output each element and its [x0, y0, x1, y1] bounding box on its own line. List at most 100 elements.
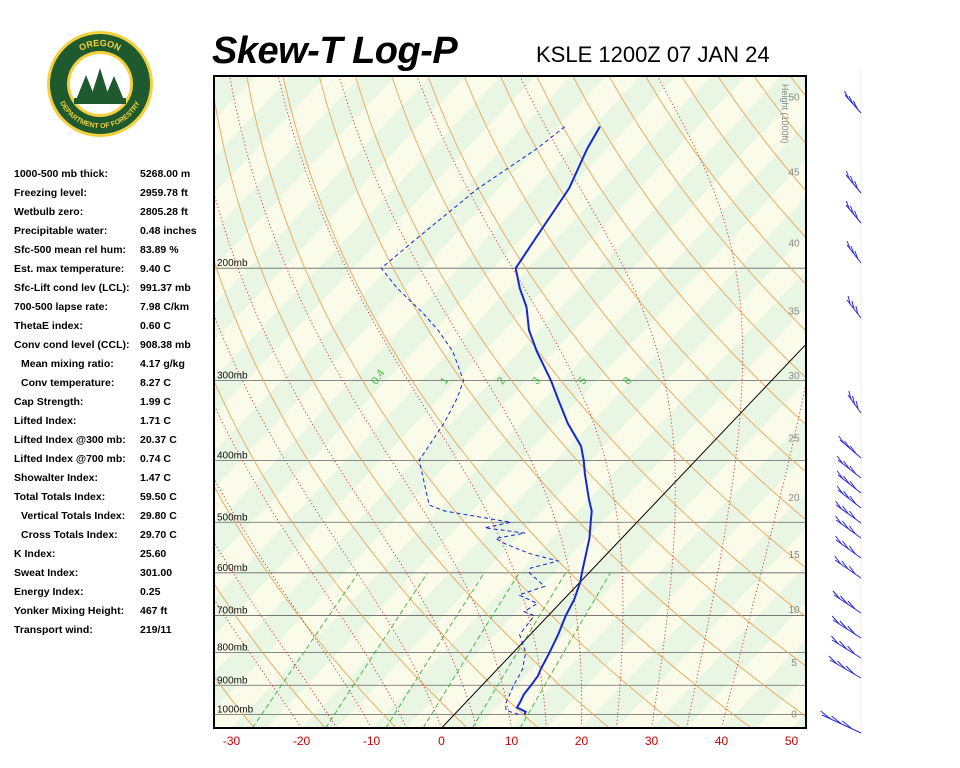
stat-label: Mean mixing ratio: — [21, 358, 114, 370]
stat-label: Lifted Index @300 mb: — [14, 434, 126, 446]
height-tick-label: 50 — [788, 93, 800, 104]
stat-row: Precipitable water: 0.48 inches — [14, 225, 214, 244]
wind-barb-flag — [849, 545, 856, 555]
stat-label: Cross Totals Index: — [21, 529, 118, 541]
stat-label: Total Totals Index: — [14, 491, 106, 503]
temperature-tick-label: 10 — [505, 734, 519, 748]
height-tick-label: 35 — [788, 306, 800, 317]
stat-label: K Index: — [14, 548, 56, 560]
stat-row: Conv temperature: 8.27 C — [14, 377, 214, 396]
dry-adiabat — [391, 76, 806, 618]
pressure-label: 400mb — [217, 450, 248, 461]
mixing-ratio-label: 3 — [530, 375, 543, 387]
dry-adiabat — [463, 76, 806, 521]
stat-row: Energy Index: 0.25 — [14, 586, 214, 605]
dewpoint-trace — [380, 126, 566, 715]
isotherm-band — [581, 491, 806, 728]
stat-label: Wetbulb zero: — [14, 206, 84, 218]
height-tick-label: 10 — [788, 605, 800, 616]
isotherm-band — [214, 76, 396, 268]
wind-barb-flag — [835, 515, 842, 525]
wind-barb-flag — [820, 710, 831, 720]
moist-adiabat — [214, 541, 337, 728]
dry-adiabat — [572, 76, 806, 379]
zero-isotherm — [441, 343, 806, 728]
stat-row: Sfc-500 mean rel hum: 83.89 % — [14, 244, 214, 263]
wind-barb-flag — [842, 505, 849, 515]
stat-label: Conv temperature: — [21, 377, 115, 389]
isotherm-band — [214, 76, 536, 415]
dry-adiabat — [214, 582, 326, 728]
wind-barb-flag — [847, 625, 856, 635]
wind-barb-flag — [843, 490, 850, 500]
stat-value: 908.38 mb — [140, 339, 191, 351]
stat-value: 8.27 C — [140, 377, 171, 389]
isotherm-band — [214, 76, 256, 121]
height-axis-label: Height (1000ft) — [780, 84, 790, 144]
wind-barb-flag — [849, 465, 857, 475]
moist-adiabat — [656, 76, 744, 728]
wind-barb-flag — [831, 715, 842, 725]
stat-value: 7.98 C/km — [140, 301, 190, 313]
stat-value: 1.99 C — [140, 396, 171, 408]
stat-label: Transport wind: — [14, 624, 93, 636]
dry-adiabat — [789, 76, 806, 98]
wind-barb-flag — [849, 495, 857, 505]
dry-adiabat — [427, 76, 806, 569]
stat-row: Lifted Index @700 mb: 0.74 C — [14, 453, 214, 472]
wind-barb-flag — [852, 395, 855, 405]
stat-value: 2805.28 ft — [140, 206, 188, 218]
pressure-label: 900mb — [217, 675, 248, 686]
stat-row: Wetbulb zero: 2805.28 ft — [14, 206, 214, 225]
wind-barb-flag — [850, 245, 855, 255]
mixing-ratio-line — [325, 572, 428, 728]
stat-value: 25.60 — [140, 548, 167, 560]
stat-value: 0.25 — [140, 586, 161, 598]
temperature-tick-label: 50 — [785, 734, 799, 748]
chart-title: Skew-T Log-P — [212, 30, 458, 72]
wind-barb-flag — [842, 720, 853, 730]
pressure-label: 500mb — [217, 512, 248, 523]
isotherm-band — [791, 712, 806, 728]
moist-adiabat — [519, 76, 676, 728]
stat-label: Conv cond level (CCL): — [14, 339, 130, 351]
moist-adiabat — [229, 76, 512, 728]
mixing-ratio-label: 2 — [495, 375, 508, 387]
stat-label: Cap Strength: — [14, 396, 84, 408]
wind-barb-flag — [831, 615, 840, 625]
pressure-label: 300mb — [217, 371, 248, 382]
wind-barb-flag — [844, 440, 851, 450]
stat-value: 83.89 % — [140, 244, 179, 256]
stat-row: 700-500 lapse rate: 7.98 C/km — [14, 301, 214, 320]
wind-barb-flag — [831, 635, 839, 645]
dry-adiabat — [214, 379, 468, 728]
wind-barb-flag — [845, 170, 850, 180]
wind-barb-flag — [842, 540, 849, 550]
stat-label: Lifted Index: — [14, 415, 77, 427]
stat-row: Transport wind: 219/11 — [14, 624, 214, 643]
stat-row: Yonker Mixing Height: 467 ft — [14, 605, 214, 624]
height-tick-label: 20 — [788, 493, 800, 504]
wind-barb-flag — [844, 90, 850, 100]
temperature-tick-label: -30 — [223, 734, 241, 748]
height-tick-label: 5 — [791, 658, 797, 669]
temperature-tick-label: -20 — [293, 734, 311, 748]
temperature-trace — [514, 126, 601, 715]
stat-row: Conv cond level (CCL): 908.38 mb — [14, 339, 214, 358]
stat-label: Sfc-500 mean rel hum: — [14, 244, 127, 256]
wind-barb-flag — [850, 175, 854, 185]
height-tick-label: 15 — [788, 550, 800, 561]
height-tick-label: 0 — [791, 709, 797, 720]
wind-barb-flag — [845, 200, 850, 210]
wind-barb-flag — [847, 295, 851, 305]
stat-label: Est. max temperature: — [14, 263, 125, 275]
stat-value: 219/11 — [140, 624, 172, 636]
stat-label: Sweat Index: — [14, 567, 79, 579]
wind-barb-flag — [840, 595, 848, 605]
wind-barb-flag — [851, 300, 855, 310]
wind-barb-flag — [848, 95, 854, 105]
stat-row: Showalter Index: 1.47 C — [14, 472, 214, 491]
wind-barb-flag — [852, 100, 858, 110]
stat-value: 467 ft — [140, 605, 168, 617]
